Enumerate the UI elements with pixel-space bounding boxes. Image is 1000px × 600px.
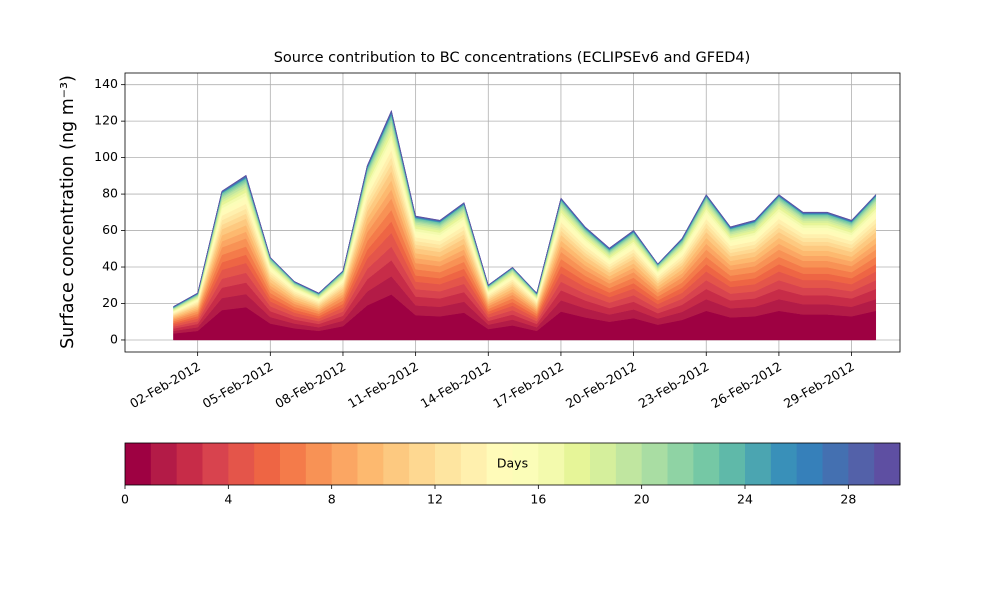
y-tick-label: 40 [102,259,118,274]
colorbar-segment [280,443,307,485]
colorbar-segment [667,443,694,485]
colorbar-segment [202,443,229,485]
colorbar-segment [848,443,875,485]
y-tick-label: 120 [94,113,118,128]
colorbar-segment [331,443,358,485]
colorbar-frame [124,442,901,486]
colorbar-segment [435,443,462,485]
y-tick-label: 0 [110,331,118,346]
colorbar-tick-label: 20 [634,492,650,507]
colorbar-segment [822,443,849,485]
y-axis-label: Surface concentration (ng m⁻³) [58,75,78,349]
colorbar-tick-label: 12 [427,492,443,507]
colorbar-segment [538,443,565,485]
colorbar-segment [693,443,720,485]
colorbar-tick-label: 16 [530,492,546,507]
colorbar-segment [590,443,617,485]
colorbar-tick-label: 0 [121,492,129,507]
colorbar-segment [486,443,513,485]
chart-title: Source contribution to BC concentrations… [274,50,751,66]
colorbar-segment [512,443,539,485]
colorbar-segment [770,443,798,485]
y-tick-label: 80 [102,186,118,201]
colorbar-segment [305,443,333,485]
y-tick-label: 20 [102,295,118,310]
colorbar-segment [357,443,384,485]
colorbar-tick-label: 8 [328,492,336,507]
y-tick-label: 100 [94,149,118,164]
colorbar-segment [719,443,746,485]
colorbar-segment [641,443,668,485]
colorbar-segment [254,443,281,485]
colorbar-label: Days [497,456,528,471]
colorbar-segment [383,443,410,485]
colorbar-tick-label: 4 [224,492,232,507]
colorbar-segment [150,443,178,485]
colorbar-tick-label: 24 [737,492,753,507]
colorbar-segment [409,443,436,485]
area-layer [173,109,877,308]
colorbar-segment [874,443,901,485]
colorbar-segment [564,443,591,485]
colorbar-segment [796,443,823,485]
plot-frame [124,72,901,353]
y-tick-label: 60 [102,222,118,237]
colorbar-segment [460,443,488,485]
colorbar-segment [125,443,152,485]
colorbar-segment [615,443,643,485]
colorbar-segment [745,443,772,485]
colorbar-segment [176,443,203,485]
colorbar-segment [228,443,255,485]
y-tick-label: 140 [94,76,118,91]
colorbar-tick-label: 28 [840,492,856,507]
